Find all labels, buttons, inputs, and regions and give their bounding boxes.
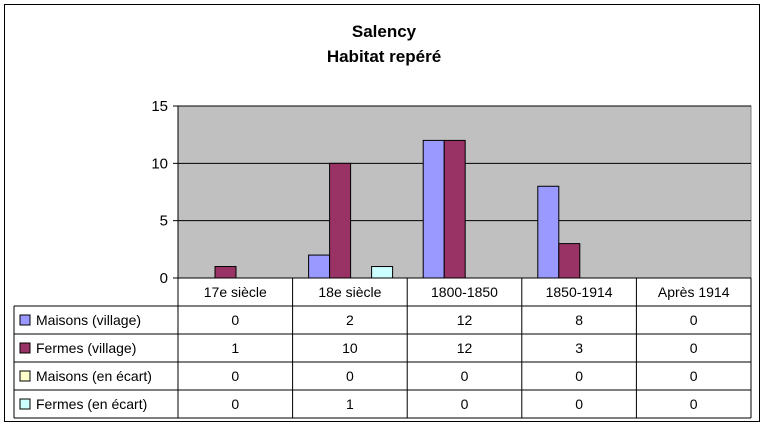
legend-entry: Maisons (village): [36, 312, 141, 328]
chart-subtitle: Habitat repéré: [327, 47, 441, 66]
data-label: 0: [231, 368, 239, 384]
data-label: 0: [575, 396, 583, 412]
data-label: 0: [231, 396, 239, 412]
bar: [329, 162, 352, 279]
bar: [214, 266, 237, 279]
bar: [308, 254, 331, 279]
bar: [371, 266, 394, 279]
bar: [558, 243, 581, 279]
data-label: 10: [342, 340, 358, 356]
data-table: 17e siècle 18e siècle 1800-1850 1850-1914 Ap…: [13, 278, 752, 419]
data-label: 0: [690, 368, 698, 384]
data-label: 8: [575, 312, 583, 328]
y-tick-label: 0: [160, 270, 168, 287]
data-label: 0: [461, 368, 469, 384]
y-tick-label: 10: [151, 155, 168, 172]
legend-entry: Maisons (en écart): [36, 368, 152, 384]
y-tick-label: 15: [151, 98, 168, 115]
data-label: 0: [231, 312, 239, 328]
x-tick-label: 17e siècle: [204, 284, 267, 300]
x-tick-label: 18e siècle: [318, 284, 381, 300]
data-label: 1: [231, 340, 239, 356]
legend-entry: Fermes (village): [36, 340, 136, 356]
legend-swatch: [19, 342, 31, 354]
data-label: 1: [346, 396, 354, 412]
bar: [537, 185, 560, 279]
data-label: 0: [461, 396, 469, 412]
data-label: 0: [690, 396, 698, 412]
data-label: 12: [457, 340, 473, 356]
legend-swatch: [19, 370, 31, 382]
x-tick-label: Après 1914: [658, 284, 730, 300]
y-tick-label: 5: [160, 213, 168, 230]
data-label: 0: [346, 368, 354, 384]
bar: [443, 139, 466, 279]
data-label: 0: [690, 312, 698, 328]
legend-swatch: [19, 398, 31, 410]
chart-title: Salency: [352, 22, 417, 41]
x-tick-label: 1850-1914: [546, 284, 613, 300]
data-label: 3: [575, 340, 583, 356]
x-tick-label: 1800-1850: [431, 284, 498, 300]
data-label: 12: [457, 312, 473, 328]
data-label: 0: [575, 368, 583, 384]
plot-area: 0 5 10 15: [151, 98, 752, 287]
legend-swatch: [19, 314, 31, 326]
bar: [422, 139, 445, 279]
legend-entry: Fermes (en écart): [36, 396, 147, 412]
data-label: 2: [346, 312, 354, 328]
data-label: 0: [690, 340, 698, 356]
